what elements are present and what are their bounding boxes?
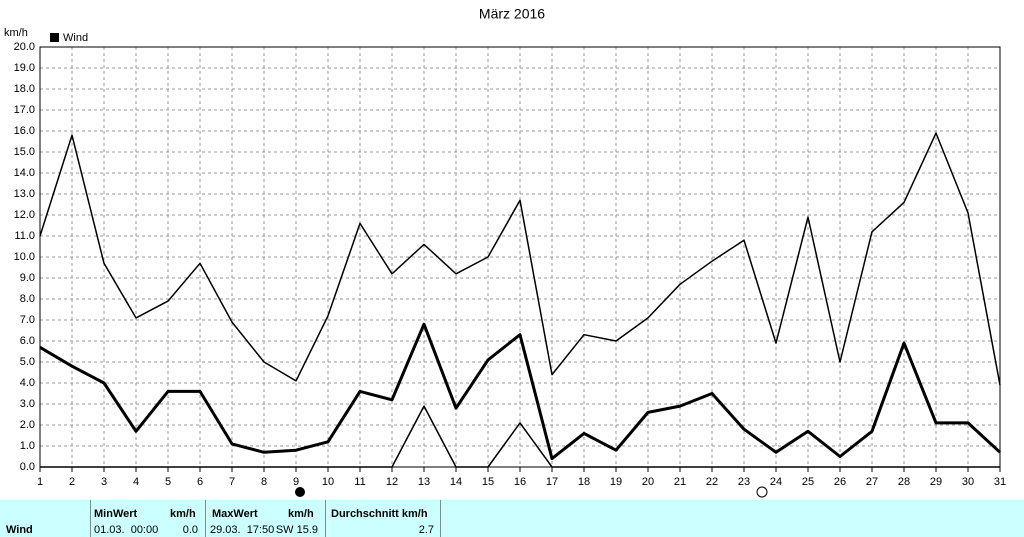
x-tick-label: 25 <box>802 476 814 488</box>
divider <box>440 500 441 537</box>
y-tick-label: 16.0 <box>14 125 35 137</box>
x-tick-label: 22 <box>706 476 718 488</box>
y-tick-label: 2.0 <box>20 419 35 431</box>
x-tick-label: 9 <box>293 476 299 488</box>
y-tick-label: 19.0 <box>14 62 35 74</box>
x-tick-label: 8 <box>261 476 267 488</box>
row-label: Wind <box>6 524 33 536</box>
x-tick-label: 26 <box>834 476 846 488</box>
series-line <box>39 132 1001 386</box>
x-tick-label: 15 <box>482 476 494 488</box>
y-tick-label: 3.0 <box>20 398 35 410</box>
y-tick-label: 13.0 <box>14 188 35 200</box>
cell: SW 15.9 <box>275 524 318 536</box>
x-tick-label: 11 <box>354 476 365 488</box>
x-tick-label: 5 <box>165 476 171 488</box>
chart: März 2016 km/h Wind 0.0 1.0 2.0 3.0 4.0 5.0 6.… <box>4 6 1006 498</box>
divider <box>205 500 206 537</box>
header: km/h <box>288 508 314 520</box>
plot-border <box>39 46 1001 468</box>
x-tick-label: 19 <box>610 476 622 488</box>
x-tick-label: 3 <box>101 476 107 488</box>
header: MinWert <box>94 508 138 520</box>
y-tick-label: 7.0 <box>20 314 35 326</box>
y-tick-label: 14.0 <box>14 167 35 179</box>
x-tick-label: 23 <box>738 476 750 488</box>
cell: 2.7 <box>418 524 434 536</box>
x-tick-label: 6 <box>197 476 203 488</box>
y-tick-label: 11.0 <box>14 230 35 242</box>
y-tick-label: 15.0 <box>14 146 35 158</box>
y-tick-label: 17.0 <box>14 104 35 116</box>
cell: 01.03. 00:00 <box>94 524 159 536</box>
y-tick-label: 20.0 <box>14 41 35 53</box>
header: km/h <box>170 508 196 520</box>
y-tick-label: 5.0 <box>20 356 35 368</box>
x-tick-label: 12 <box>386 476 398 488</box>
x-tick-label: 1 <box>37 476 43 488</box>
x-tick-label: 18 <box>578 476 590 488</box>
y-tick-label: 0.0 <box>20 461 35 473</box>
header: Durchschnitt km/h <box>331 508 428 520</box>
x-tick-label: 29 <box>930 476 942 488</box>
x-tick-label: 24 <box>770 476 782 488</box>
summary-table: MinWert km/h MaxWert km/h Durchschnitt k… <box>0 500 1024 537</box>
divider <box>325 500 326 537</box>
y-tick-label: 8.0 <box>20 293 35 305</box>
moon-icon <box>756 486 768 498</box>
x-tick-label: 28 <box>898 476 910 488</box>
y-tick-label: 12.0 <box>14 209 35 221</box>
x-tick-label: 10 <box>322 476 334 488</box>
moon-icon <box>295 487 305 497</box>
y-tick-label: 9.0 <box>20 272 35 284</box>
legend-swatch <box>50 33 59 42</box>
x-tick-label: 17 <box>546 476 558 488</box>
y-tick-label: 6.0 <box>20 335 35 347</box>
x-tick-label: 27 <box>866 476 878 488</box>
x-tick-label: 7 <box>229 476 235 488</box>
legend-label: Wind <box>63 32 88 44</box>
x-tick-label: 13 <box>418 476 430 488</box>
series-line <box>40 405 1000 468</box>
divider <box>90 500 91 537</box>
x-tick-label: 14 <box>450 476 462 488</box>
y-tick-label: 4.0 <box>20 377 35 389</box>
cell: 29.03. 17:50 <box>210 524 275 536</box>
series-line <box>39 322 1002 461</box>
header: MaxWert <box>212 508 258 520</box>
x-tick-label: 30 <box>962 476 974 488</box>
chart-title: März 2016 <box>479 6 545 22</box>
y-tick-label: 1.0 <box>20 440 35 452</box>
x-tick-label: 4 <box>133 476 139 488</box>
x-tick-label: 31 <box>994 476 1006 488</box>
x-tick-label: 16 <box>514 476 526 488</box>
y-tick-label: 18.0 <box>14 83 35 95</box>
y-tick-label: 10.0 <box>14 251 35 263</box>
y-axis-label: km/h <box>4 27 28 39</box>
cell: 0.0 <box>182 524 198 536</box>
x-tick-label: 20 <box>642 476 654 488</box>
x-tick-label: 2 <box>69 476 75 488</box>
x-tick-label: 21 <box>674 476 686 488</box>
